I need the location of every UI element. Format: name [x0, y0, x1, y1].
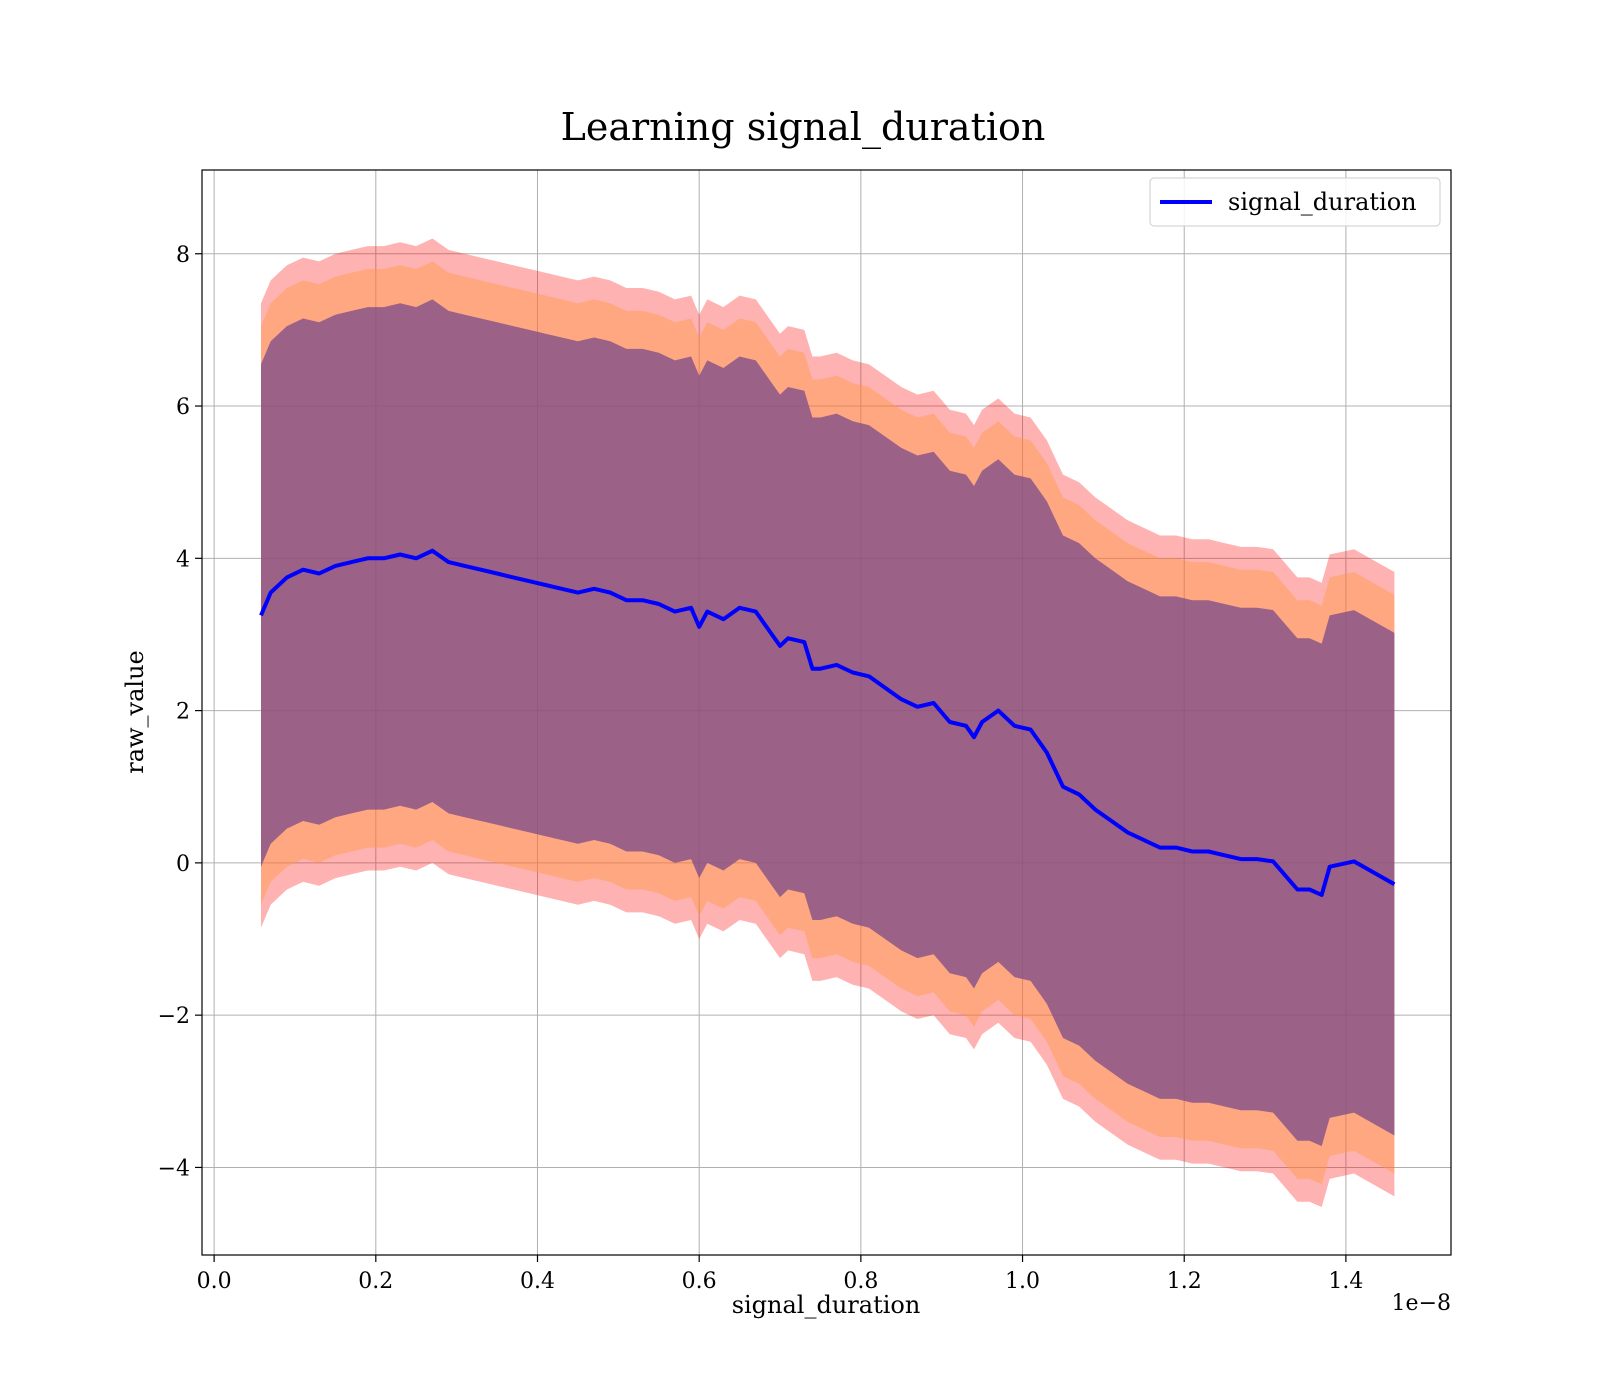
- x-tick-label: 0.2: [358, 1269, 393, 1294]
- x-tick-label: 0.6: [682, 1269, 717, 1294]
- y-tick-label: 0: [176, 852, 190, 877]
- x-axis-label: signal_duration: [732, 1291, 921, 1319]
- x-tick-label: 0.8: [843, 1269, 878, 1294]
- x-axis-offset-text: 1e−8: [1392, 1291, 1451, 1316]
- y-tick-label: 6: [176, 395, 190, 420]
- x-tick-label: 1.0: [1005, 1269, 1040, 1294]
- band-layer: [261, 238, 1395, 1207]
- x-tick-label: 0.0: [197, 1269, 232, 1294]
- x-tick-label: 0.4: [520, 1269, 555, 1294]
- y-tick-label: −2: [158, 1004, 190, 1029]
- y-tick-label: 8: [176, 243, 190, 268]
- chart-title: Learning signal_duration: [561, 105, 1046, 150]
- line-layer: [259, 548, 1396, 897]
- legend-label-signal-duration: signal_duration: [1228, 188, 1417, 216]
- y-tick-label: 4: [176, 547, 190, 572]
- legend-box: [1149, 177, 1441, 227]
- x-tick-label: 1.4: [1328, 1269, 1363, 1294]
- band-inner: [261, 299, 1395, 1147]
- y-tick-label: −4: [158, 1156, 190, 1181]
- plot-frame: [201, 169, 1452, 1256]
- y-axis-ticks: −4 −2 0 2 4 6 8: [158, 243, 202, 1181]
- y-axis-label: raw_value: [121, 650, 149, 774]
- x-axis-ticks: 0.0 0.2 0.4 0.6 0.8 1.0 1.2 1.4: [197, 1255, 1363, 1294]
- legend: signal_duration: [1149, 177, 1441, 227]
- series-line-signal-duration: [259, 548, 1396, 897]
- y-tick-label: 2: [176, 700, 190, 725]
- x-tick-label: 1.2: [1167, 1269, 1202, 1294]
